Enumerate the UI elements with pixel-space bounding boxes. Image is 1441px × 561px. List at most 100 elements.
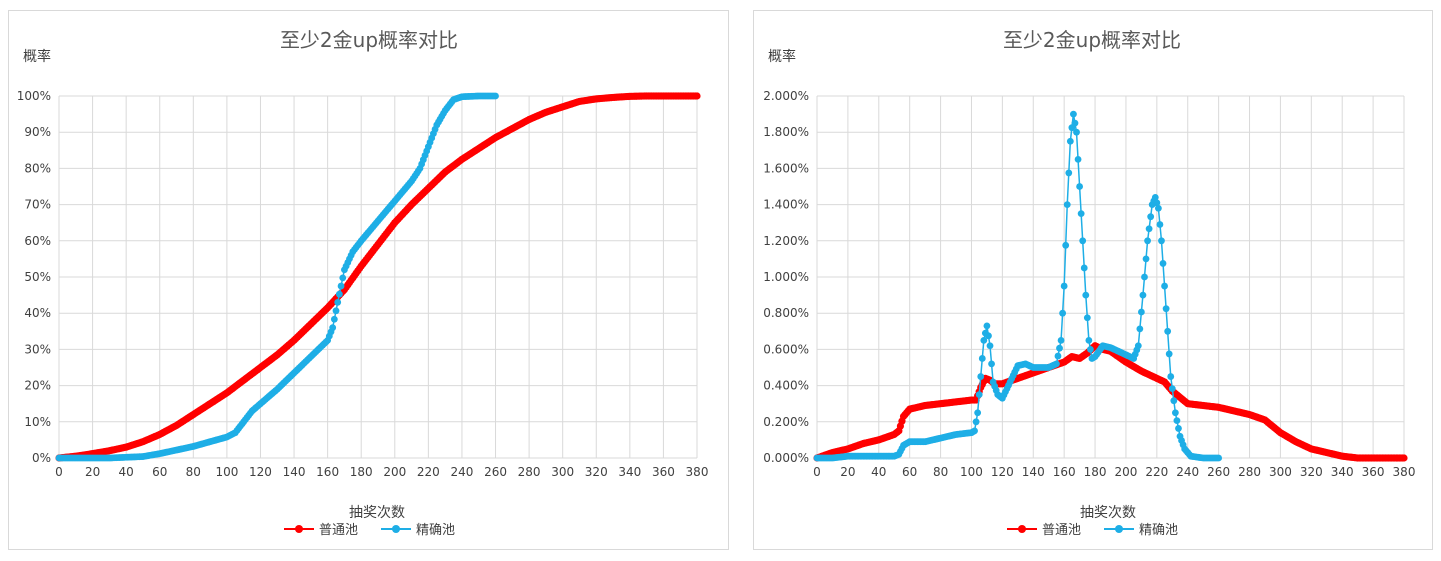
y-tick-label: 100% — [17, 89, 51, 103]
data-point — [334, 298, 342, 306]
data-point — [1145, 225, 1153, 233]
x-tick-label: 300 — [551, 465, 574, 479]
data-point — [1162, 305, 1170, 313]
x-tick-label: 240 — [450, 465, 473, 479]
chart-right-svg: 至少2金up概率对比 概率 抽奖次数 0 20 40 60 80 100 120 140 160… — [763, 28, 1415, 538]
y-tick-label: 0.600% — [763, 342, 809, 356]
legend: 普通池 精确池 — [1007, 523, 1178, 538]
data-point — [1175, 425, 1182, 432]
y-tick-label: 1.800% — [763, 125, 809, 139]
data-point — [1085, 336, 1093, 344]
x-tick-label: 20 — [840, 465, 855, 479]
y-axis-title: 概率 — [768, 48, 796, 65]
x-tick-label: 260 — [484, 465, 507, 479]
data-point — [1141, 273, 1148, 281]
y-tick-label: 70% — [24, 198, 51, 212]
data-point — [1168, 385, 1176, 393]
x-tick-label: 80 — [933, 465, 948, 479]
data-point — [1077, 210, 1085, 218]
data-point — [1164, 327, 1172, 335]
x-axis-title: 抽奖次数 — [1080, 504, 1136, 521]
data-point — [1137, 308, 1145, 316]
data-point — [1062, 241, 1070, 249]
data-point — [1063, 201, 1071, 209]
x-tick-label: 120 — [249, 465, 272, 479]
data-point — [330, 315, 338, 323]
legend-marker-precise — [392, 525, 400, 533]
data-point — [983, 322, 991, 330]
y-tick-label: 40% — [24, 306, 51, 320]
x-tick-label: 100 — [960, 465, 983, 479]
legend: 普通池 精确池 — [284, 523, 455, 538]
y-tick-label: 1.000% — [763, 270, 809, 284]
series-line-1 — [817, 113, 1219, 459]
data-point — [1053, 360, 1060, 368]
data-point — [1161, 282, 1168, 290]
data-point — [1139, 291, 1147, 299]
legend-label-normal: 普通池 — [319, 523, 358, 538]
x-tick-label: 220 — [1145, 465, 1168, 479]
plot-area: 0 20 40 60 80 100 120 140 160 180 200 220 240 260 280 3… — [763, 89, 1415, 479]
x-tick-label: 0 — [55, 465, 63, 479]
data-point — [335, 290, 343, 298]
y-tick-label: 1.600% — [763, 161, 809, 175]
y-tick-label: 30% — [24, 342, 51, 356]
data-point — [1079, 237, 1087, 245]
x-tick-label: 320 — [1300, 465, 1323, 479]
data-point — [971, 427, 978, 435]
x-tick-label: 360 — [652, 465, 675, 479]
data-point — [337, 282, 345, 290]
x-tick-label: 40 — [119, 465, 134, 479]
x-tick-label: 140 — [283, 465, 306, 479]
x-tick-label: 40 — [871, 465, 886, 479]
y-tick-label: 1.400% — [763, 198, 809, 212]
chart-left-svg: 至少2金up概率对比 概率 抽奖次数 0 20 40 60 80 100 120 140 160… — [17, 28, 709, 538]
data-point — [1074, 155, 1082, 163]
data-point — [972, 418, 980, 426]
data-point — [1173, 417, 1181, 424]
x-tick-label: 340 — [1331, 465, 1354, 479]
data-point — [1158, 237, 1165, 245]
x-tick-label: 100 — [215, 465, 238, 479]
data-point — [1159, 260, 1167, 267]
legend-label-normal: 普通池 — [1042, 523, 1081, 538]
chart-title: 至少2金up概率对比 — [1003, 28, 1181, 52]
y-tick-label: 90% — [24, 125, 51, 139]
data-point — [1167, 373, 1175, 380]
y-tick-label: 0.800% — [763, 306, 809, 320]
legend-label-precise: 精确池 — [416, 523, 455, 538]
x-tick-label: 60 — [902, 465, 917, 479]
data-point — [1059, 309, 1067, 317]
chart-title: 至少2金up概率对比 — [280, 28, 458, 52]
x-tick-label: 380 — [686, 465, 709, 479]
data-point — [975, 391, 983, 399]
data-point — [1170, 397, 1178, 405]
x-tick-label: 240 — [1176, 465, 1199, 479]
x-tick-label: 380 — [1393, 465, 1416, 479]
legend-marker-precise — [1115, 525, 1123, 533]
y-tick-label: 50% — [24, 270, 51, 284]
data-point — [978, 355, 986, 362]
y-tick-label: 0.400% — [763, 379, 809, 393]
x-axis-title: 抽奖次数 — [349, 504, 405, 521]
data-point — [1147, 213, 1155, 221]
y-tick-label: 0.200% — [763, 415, 809, 429]
data-point — [1071, 119, 1079, 127]
x-tick-label: 320 — [585, 465, 608, 479]
data-point — [693, 92, 701, 100]
x-tick-label: 300 — [1269, 465, 1292, 479]
x-tick-label: 180 — [350, 465, 373, 479]
data-point — [1165, 350, 1173, 358]
data-point — [1144, 237, 1151, 245]
chart-panel-left: 至少2金up概率对比 概率 抽奖次数 0 20 40 60 80 100 120 140 160… — [8, 10, 729, 550]
data-point — [1156, 221, 1164, 228]
data-point — [1060, 282, 1068, 290]
data-point — [985, 332, 992, 340]
data-point — [492, 92, 499, 100]
x-tick-label: 80 — [186, 465, 201, 479]
x-tick-label: 180 — [1084, 465, 1107, 479]
y-axis-title: 概率 — [23, 48, 51, 65]
data-point — [1066, 137, 1074, 145]
x-tick-label: 140 — [1022, 465, 1045, 479]
data-point — [339, 274, 347, 282]
